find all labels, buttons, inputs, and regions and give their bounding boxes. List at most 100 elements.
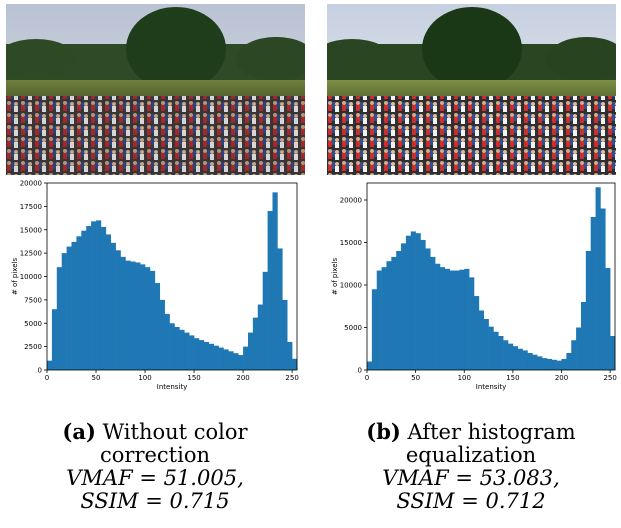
histogram-bar <box>272 192 278 370</box>
histogram-bar <box>61 253 67 371</box>
caption-b-vmaf: VMAF = 53.083, <box>382 466 560 490</box>
histogram-bar <box>488 326 494 370</box>
y-tick-label: 10000 <box>340 282 362 290</box>
histogram-bar <box>238 355 244 370</box>
histogram-bar <box>66 246 72 370</box>
histogram-bar <box>571 340 577 370</box>
y-tick-label: 12500 <box>20 250 42 258</box>
y-tick-label: 10000 <box>20 273 42 281</box>
histogram-bar <box>420 239 426 370</box>
y-tick-label: 7500 <box>24 296 42 304</box>
histogram-bar <box>257 304 263 370</box>
histogram-bar <box>120 256 126 370</box>
histogram-bar <box>508 343 514 370</box>
histogram-bar <box>135 262 141 370</box>
x-tick-label: 250 <box>603 374 616 382</box>
histogram-bar <box>247 332 254 370</box>
histogram-bar <box>218 347 224 370</box>
histogram-bar <box>464 268 470 370</box>
x-tick-label: 250 <box>285 374 298 382</box>
histogram-bar <box>527 353 533 370</box>
histogram-bar <box>115 250 121 370</box>
histogram-bar <box>396 251 402 370</box>
histogram-bar <box>189 335 195 370</box>
histogram-bar <box>287 341 293 370</box>
histogram-bar <box>130 261 136 370</box>
x-tick-label: 0 <box>45 374 49 382</box>
histogram-bar <box>198 340 205 370</box>
caption-a-line2: correction <box>100 443 210 467</box>
histogram-bar <box>371 289 378 370</box>
histogram-bar <box>164 313 170 370</box>
histogram-bars <box>367 187 616 370</box>
histogram-bar <box>159 299 165 371</box>
histogram-bar <box>51 309 58 370</box>
histogram-bar <box>522 350 528 370</box>
histogram-bar <box>386 261 392 370</box>
y-tick-label: 5000 <box>24 320 42 328</box>
histogram-bar <box>561 358 567 370</box>
y-tick-label: 0 <box>38 367 42 375</box>
x-tick-label: 150 <box>187 374 200 382</box>
histogram-bar <box>292 358 298 370</box>
histogram-bar <box>203 341 210 370</box>
histogram-bar <box>169 323 175 370</box>
histogram-bar <box>605 268 611 370</box>
histogram-bar <box>228 351 234 370</box>
histogram-bar <box>223 349 229 370</box>
caption-b-line2: equalization <box>405 443 537 467</box>
caption-a-ssim: SSIM = 0.715 <box>80 489 230 513</box>
x-tick-label: 50 <box>411 374 420 382</box>
histogram-bar <box>410 231 416 370</box>
histogram-bar <box>444 268 450 370</box>
histogram-bar <box>267 211 273 370</box>
x-tick-label: 200 <box>236 374 249 382</box>
x-tick-label: 100 <box>138 374 151 382</box>
histogram-bars <box>47 192 298 371</box>
histogram-bar <box>71 241 77 370</box>
histogram-bar <box>430 256 436 370</box>
x-tick-label: 100 <box>458 374 471 382</box>
y-tick-label: 2500 <box>24 343 42 351</box>
histogram-bar <box>208 343 214 370</box>
caption-b-line1: After histogram <box>407 420 576 444</box>
histogram-bar <box>435 263 441 370</box>
y-axis-label: # of pixels <box>11 258 19 296</box>
histogram-bar <box>449 270 455 370</box>
caption-a-tag: (a) <box>62 419 96 444</box>
histogram-bar <box>595 187 601 370</box>
histogram-bar <box>542 358 548 370</box>
histogram-bar <box>243 346 249 371</box>
histogram-bar <box>503 340 509 370</box>
histogram-bar <box>532 354 538 370</box>
histogram-bar <box>91 221 97 370</box>
histogram-bar <box>512 346 519 370</box>
histogram-bar <box>405 235 412 370</box>
histogram-bar <box>439 267 446 370</box>
x-tick-label: 0 <box>365 374 369 382</box>
histogram-bar <box>425 248 431 370</box>
histogram-bar <box>213 345 219 370</box>
histogram-bar <box>252 317 259 370</box>
x-tick-label: 50 <box>92 374 101 382</box>
y-tick-label: 20000 <box>340 197 362 205</box>
histogram-bar <box>391 256 397 370</box>
caption-b-ssim: SSIM = 0.712 <box>396 489 546 513</box>
histogram-bar <box>76 236 82 370</box>
histogram-bar <box>576 327 582 370</box>
histogram-bar <box>610 336 616 370</box>
histogram-bar <box>600 208 606 370</box>
histogram-bar <box>125 260 131 370</box>
histogram-bar <box>277 248 283 370</box>
histogram-a: 0 50 100 150 200 250 0 2500 5000 7500 10000 12500 15… <box>0 176 310 396</box>
histogram-bar <box>498 336 504 370</box>
histogram-bar <box>96 220 102 370</box>
y-tick-label: 20000 <box>20 180 42 188</box>
histogram-bar <box>184 332 190 370</box>
caption-a-vmaf: VMAF = 51.005, <box>66 466 244 490</box>
x-axis-label: Intensity <box>476 383 506 391</box>
x-axis-label: Intensity <box>157 383 187 391</box>
caption-a: (a) Without color correction VMAF = 51.0… <box>20 420 290 513</box>
histogram-bar <box>100 226 107 370</box>
y-tick-label: 15000 <box>340 239 362 247</box>
